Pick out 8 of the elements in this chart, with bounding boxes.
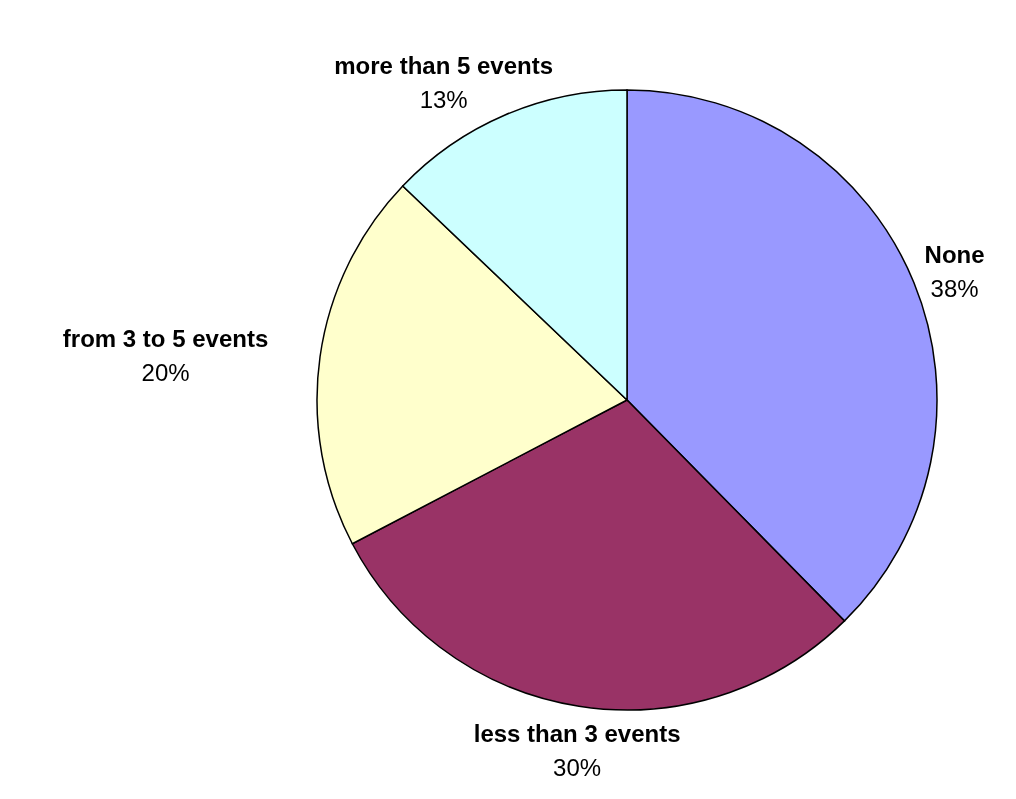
slice-label: more than 5 events (334, 52, 554, 80)
data-label: 30% (553, 753, 602, 781)
data-label: 20% (141, 359, 190, 387)
data-label: 38% (930, 275, 979, 303)
data-label: 13% (419, 86, 468, 114)
slice-label: from 3 to 5 events (62, 325, 269, 353)
slice-label: None (924, 241, 985, 269)
slice-label: less than 3 events (473, 719, 681, 747)
